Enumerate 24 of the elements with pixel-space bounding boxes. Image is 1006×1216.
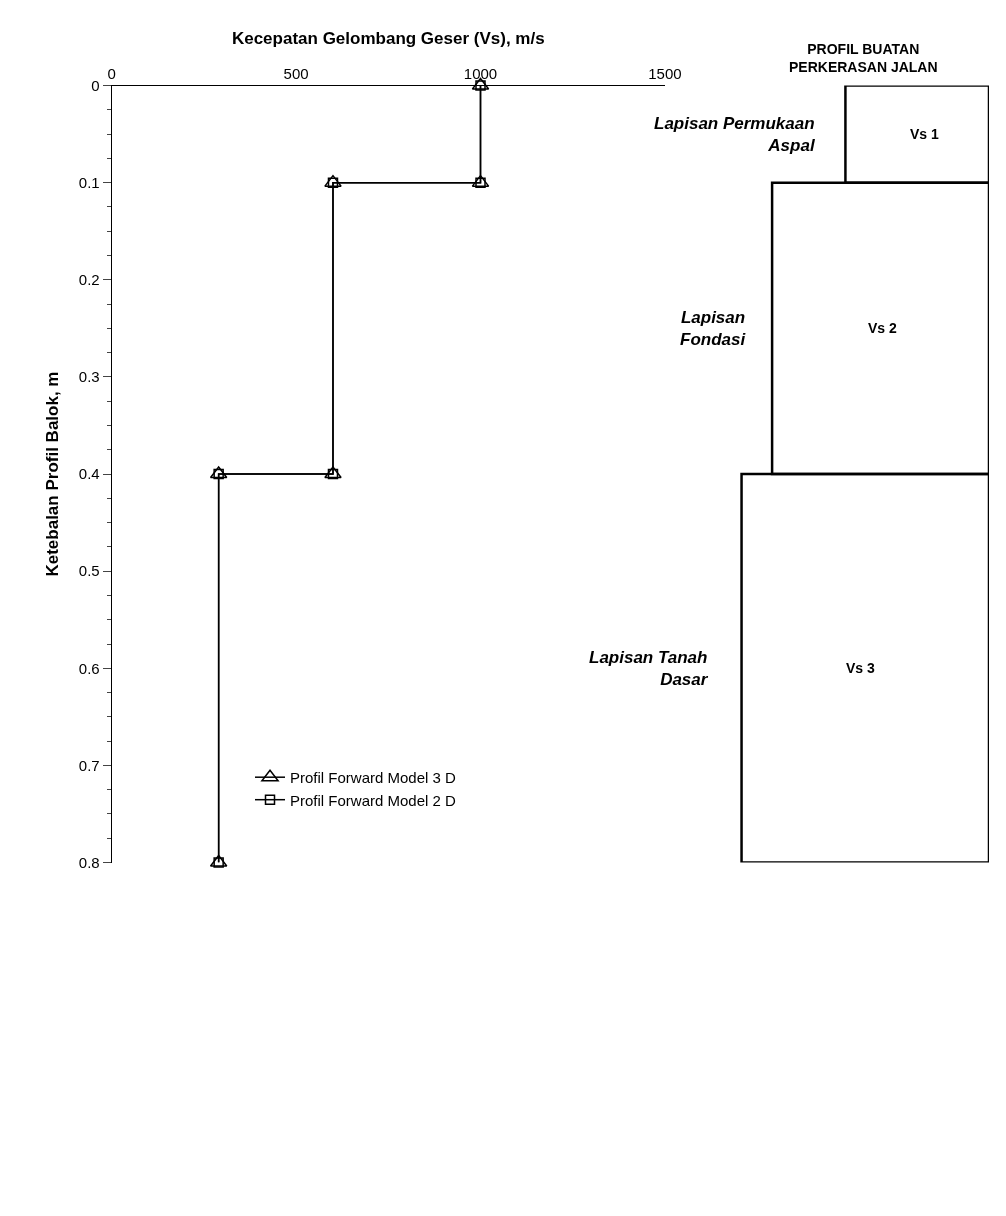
y-tick-label: 0.6: [78, 659, 100, 677]
x-axis-title: Kecepatan Gelombang Geser (Vs), m/s: [231, 29, 545, 49]
text: Vs 2: [868, 320, 898, 336]
y-tick-label: 0: [91, 76, 100, 94]
y-axis-title: Ketebalan Profil Balok, m: [43, 371, 63, 577]
x-tick-label: 1000: [463, 64, 498, 82]
x-tick-label: 1500: [648, 64, 682, 82]
legend-label: Profil Forward Model 3 D: [290, 769, 457, 787]
y-tick-label: 0.4: [78, 465, 100, 483]
text: PROFIL BUATAN PERKERASAN JALAN: [789, 41, 938, 76]
annotation: Lapisan Permukaan Aspal: [654, 114, 816, 156]
y-tick-label: 0.7: [78, 756, 100, 774]
text: Vs 3: [846, 660, 876, 676]
y-tick-label: 0.8: [78, 853, 100, 871]
y-tick-label: 0.1: [78, 173, 100, 191]
annotation: Lapisan Tanah Dasar: [589, 648, 709, 690]
x-tick-label: 500: [283, 64, 309, 82]
y-tick-label: 0.5: [78, 562, 100, 580]
legend-label: Profil Forward Model 2 D: [290, 791, 457, 809]
y-tick-label: 0.3: [78, 368, 100, 386]
text: Lapisan Fondasi: [680, 308, 747, 350]
x-tick-label: 0: [107, 64, 116, 82]
y-tick-label: 0.2: [78, 271, 100, 289]
text: Vs 1: [910, 126, 940, 142]
